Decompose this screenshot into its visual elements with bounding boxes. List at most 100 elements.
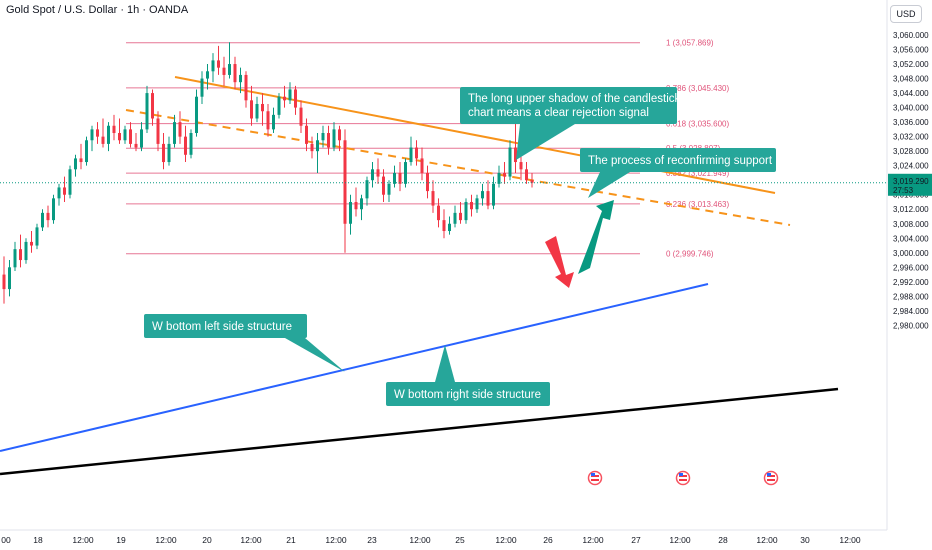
flag-stripe xyxy=(679,479,687,481)
candle-body xyxy=(332,129,336,148)
chart-title: Gold Spot / U.S. Dollar · 1h · OANDA xyxy=(6,4,189,16)
candle-body xyxy=(431,191,435,206)
x-tick-label: 12:00 xyxy=(582,535,604,545)
x-tick-label: 20 xyxy=(202,535,212,545)
candle-body xyxy=(79,158,83,163)
x-tick-label: 28 xyxy=(718,535,728,545)
candle-body xyxy=(178,122,182,137)
candle-body xyxy=(365,180,369,199)
current-price-label: 3,019.290 xyxy=(893,177,929,186)
y-tick-label: 2,996.000 xyxy=(893,263,929,272)
candle-body xyxy=(41,212,44,228)
y-tick-label: 3,060.000 xyxy=(893,31,929,40)
long-term-trendline xyxy=(0,387,839,476)
candle-body xyxy=(519,162,523,170)
y-tick-label: 3,044.000 xyxy=(893,89,929,98)
candle-body xyxy=(173,122,176,144)
candle-body xyxy=(123,129,127,141)
x-tick-label: 27 xyxy=(631,535,641,545)
fib-label-0_382: 0.382 (3,021.949) xyxy=(666,169,729,178)
candle-body xyxy=(299,107,303,126)
forecast-arrows[interactable] xyxy=(545,200,614,288)
candle-body xyxy=(145,93,149,130)
candle-body xyxy=(140,129,143,148)
candle-body xyxy=(101,136,105,144)
candle-body xyxy=(497,172,501,184)
candle-body xyxy=(13,249,17,268)
economic-events[interactable] xyxy=(587,470,779,486)
candle-body xyxy=(530,180,534,183)
y-tick-label: 3,048.000 xyxy=(893,75,929,84)
x-tick-label: 23 xyxy=(367,535,377,545)
flag-stripe xyxy=(767,479,775,481)
candle-body xyxy=(349,201,352,224)
fib-label-0_618: 0.618 (3,035.600) xyxy=(666,120,729,129)
price-axis[interactable]: 2,980.000 2,984.000 2,988.000 2,992.000 2,99… xyxy=(888,31,932,330)
candle-body xyxy=(305,125,308,144)
candle-body xyxy=(404,162,407,184)
x-tick-label: 12:00 xyxy=(756,535,778,545)
y-tick-label: 3,004.000 xyxy=(893,234,929,243)
candle-body xyxy=(52,198,55,221)
w-right-callout-text: W bottom right side structure xyxy=(394,389,541,401)
candle-body xyxy=(283,96,286,101)
candle-body xyxy=(376,169,380,177)
candle-body xyxy=(288,89,292,101)
x-tick-label: 12:00 xyxy=(839,535,861,545)
candle-body xyxy=(156,118,160,144)
candle-body xyxy=(57,187,61,199)
y-tick-label: 3,040.000 xyxy=(893,104,929,113)
candle-body xyxy=(426,172,429,192)
candle-body xyxy=(217,60,220,68)
x-tick-label: 21 xyxy=(286,535,296,545)
candle-body xyxy=(239,74,242,83)
y-tick-label: 3,012.000 xyxy=(893,205,929,214)
candle-body xyxy=(200,78,204,97)
candle-body xyxy=(8,267,11,290)
time-axis[interactable]: 00 18 12:00 19 12:00 20 12:00 21 12:00 23 12:00 25 1… xyxy=(1,535,861,545)
candle-body xyxy=(250,100,253,119)
candle-body xyxy=(514,147,517,163)
annotations[interactable]: The long upper shadow of the candlestick… xyxy=(144,87,776,406)
candle-body xyxy=(354,201,358,210)
candle-body xyxy=(464,201,468,221)
candle-body xyxy=(96,129,99,137)
x-tick-label: 25 xyxy=(455,535,465,545)
candle-body xyxy=(382,176,385,195)
x-tick-label: 00 xyxy=(1,535,11,545)
support-trendline xyxy=(0,283,709,452)
candle-body xyxy=(151,93,154,119)
candle-body xyxy=(184,136,187,155)
flag-canton xyxy=(767,473,771,476)
y-tick-label: 2,992.000 xyxy=(893,278,929,287)
candle-body xyxy=(343,140,347,224)
candle-body xyxy=(371,169,374,181)
fib-label-0_786: 0.786 (3,045.430) xyxy=(666,84,729,93)
candle-body xyxy=(167,143,171,163)
candle-body xyxy=(228,64,231,75)
countdown-label: 27:53 xyxy=(893,186,914,195)
flag-canton xyxy=(591,473,595,476)
candle-body xyxy=(459,212,462,221)
rejection-callout-tail xyxy=(516,124,575,160)
candle-body xyxy=(486,191,490,206)
candle-body xyxy=(321,133,325,141)
y-tick-label: 3,024.000 xyxy=(893,162,929,171)
candle-body xyxy=(107,125,110,144)
candle-body xyxy=(294,89,297,108)
candle-body xyxy=(393,172,396,184)
currency-button[interactable]: USD xyxy=(890,5,922,23)
resistance-trendline xyxy=(174,76,776,194)
candle-body xyxy=(277,96,281,115)
y-tick-label: 3,028.000 xyxy=(893,147,929,156)
candle-body xyxy=(266,111,270,130)
w-right-callout-tail xyxy=(435,345,455,382)
y-tick-label: 3,036.000 xyxy=(893,118,929,127)
candle-body xyxy=(492,183,495,206)
candle-body xyxy=(112,125,116,134)
candle-body xyxy=(85,140,88,163)
trendlines[interactable] xyxy=(0,76,839,476)
candle-body xyxy=(470,201,473,210)
y-tick-label: 3,052.000 xyxy=(893,60,929,69)
